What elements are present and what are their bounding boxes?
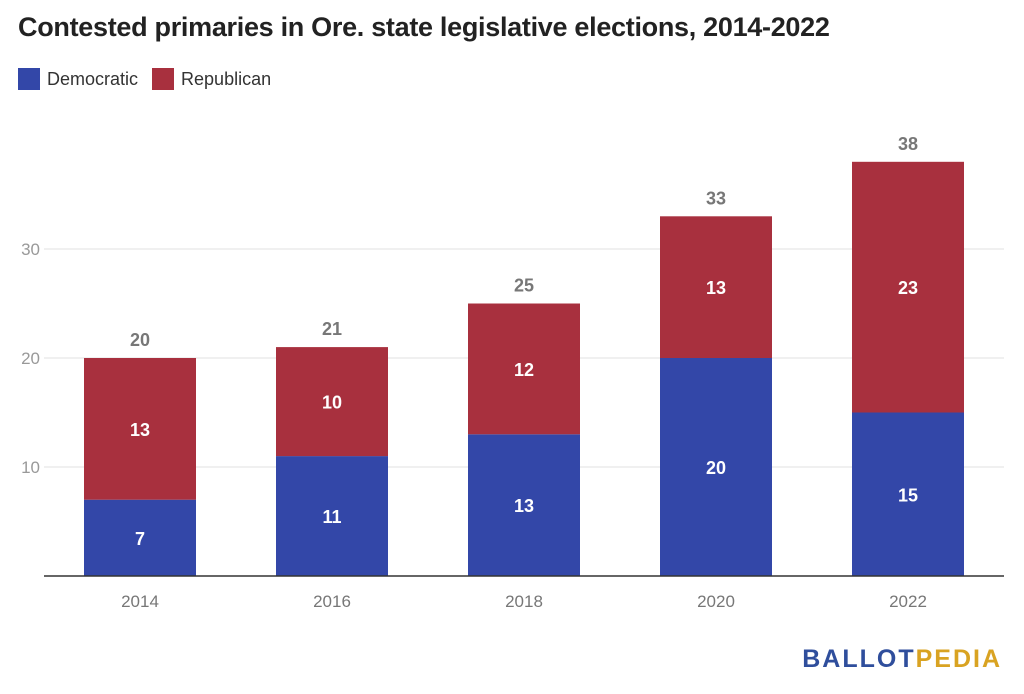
logo-ballot: BALLOT <box>802 645 916 673</box>
total-label: 21 <box>322 319 342 339</box>
y-tick-label: 30 <box>21 240 40 259</box>
data-label-republican: 10 <box>322 393 342 413</box>
data-label-republican: 12 <box>514 360 534 380</box>
y-tick-label: 10 <box>21 458 40 477</box>
data-label-democratic: 7 <box>135 529 145 549</box>
x-tick-label: 2020 <box>697 592 735 611</box>
data-label-democratic: 20 <box>706 458 726 478</box>
x-tick-label: 2018 <box>505 592 543 611</box>
bar-democratic-2022 <box>852 412 964 576</box>
bar-republican-2014 <box>84 358 196 500</box>
legend-item-republican: Republican <box>152 68 271 90</box>
data-label-republican: 13 <box>706 278 726 298</box>
data-label-democratic: 13 <box>514 496 534 516</box>
legend-swatch-republican <box>152 68 175 90</box>
bar-democratic-2014 <box>84 499 196 576</box>
chart-title: Contested primaries in Ore. state legisl… <box>18 12 830 42</box>
data-label-republican: 23 <box>898 278 918 298</box>
legend-swatch-democratic <box>18 68 40 90</box>
stacked-bar-chart: 10 20 30 7 13 20 2014 11 10 21 2016 13 12 25 2018 20 13 3… <box>21 134 1004 611</box>
ballotpedia-logo: BALLOTPEDIA <box>802 645 1002 674</box>
bar-republican-2020 <box>660 216 772 358</box>
data-label-democratic: 15 <box>898 485 918 505</box>
bar-republican-2016 <box>276 347 388 457</box>
bar-democratic-2016 <box>276 456 388 576</box>
bar-republican-2018 <box>468 303 580 435</box>
legend-item-democratic: Democratic <box>18 68 138 90</box>
total-label: 20 <box>130 330 150 350</box>
logo-pedia: PEDIA <box>915 645 1002 673</box>
x-tick-label: 2016 <box>313 592 351 611</box>
total-label: 33 <box>706 188 726 208</box>
legend-label-republican: Republican <box>181 68 272 89</box>
y-tick-label: 20 <box>21 349 40 368</box>
x-tick-label: 2014 <box>121 592 159 611</box>
total-label: 38 <box>898 134 918 154</box>
total-label: 25 <box>514 276 534 296</box>
data-label-democratic: 11 <box>322 507 341 527</box>
bar-democratic-2020 <box>660 358 772 576</box>
legend-label-democratic: Democratic <box>47 68 139 89</box>
bar-republican-2022 <box>852 161 964 413</box>
bar-democratic-2018 <box>468 434 580 576</box>
legend: Democratic Republican <box>18 68 285 90</box>
x-tick-label: 2022 <box>889 592 927 611</box>
data-label-republican: 13 <box>130 420 150 440</box>
